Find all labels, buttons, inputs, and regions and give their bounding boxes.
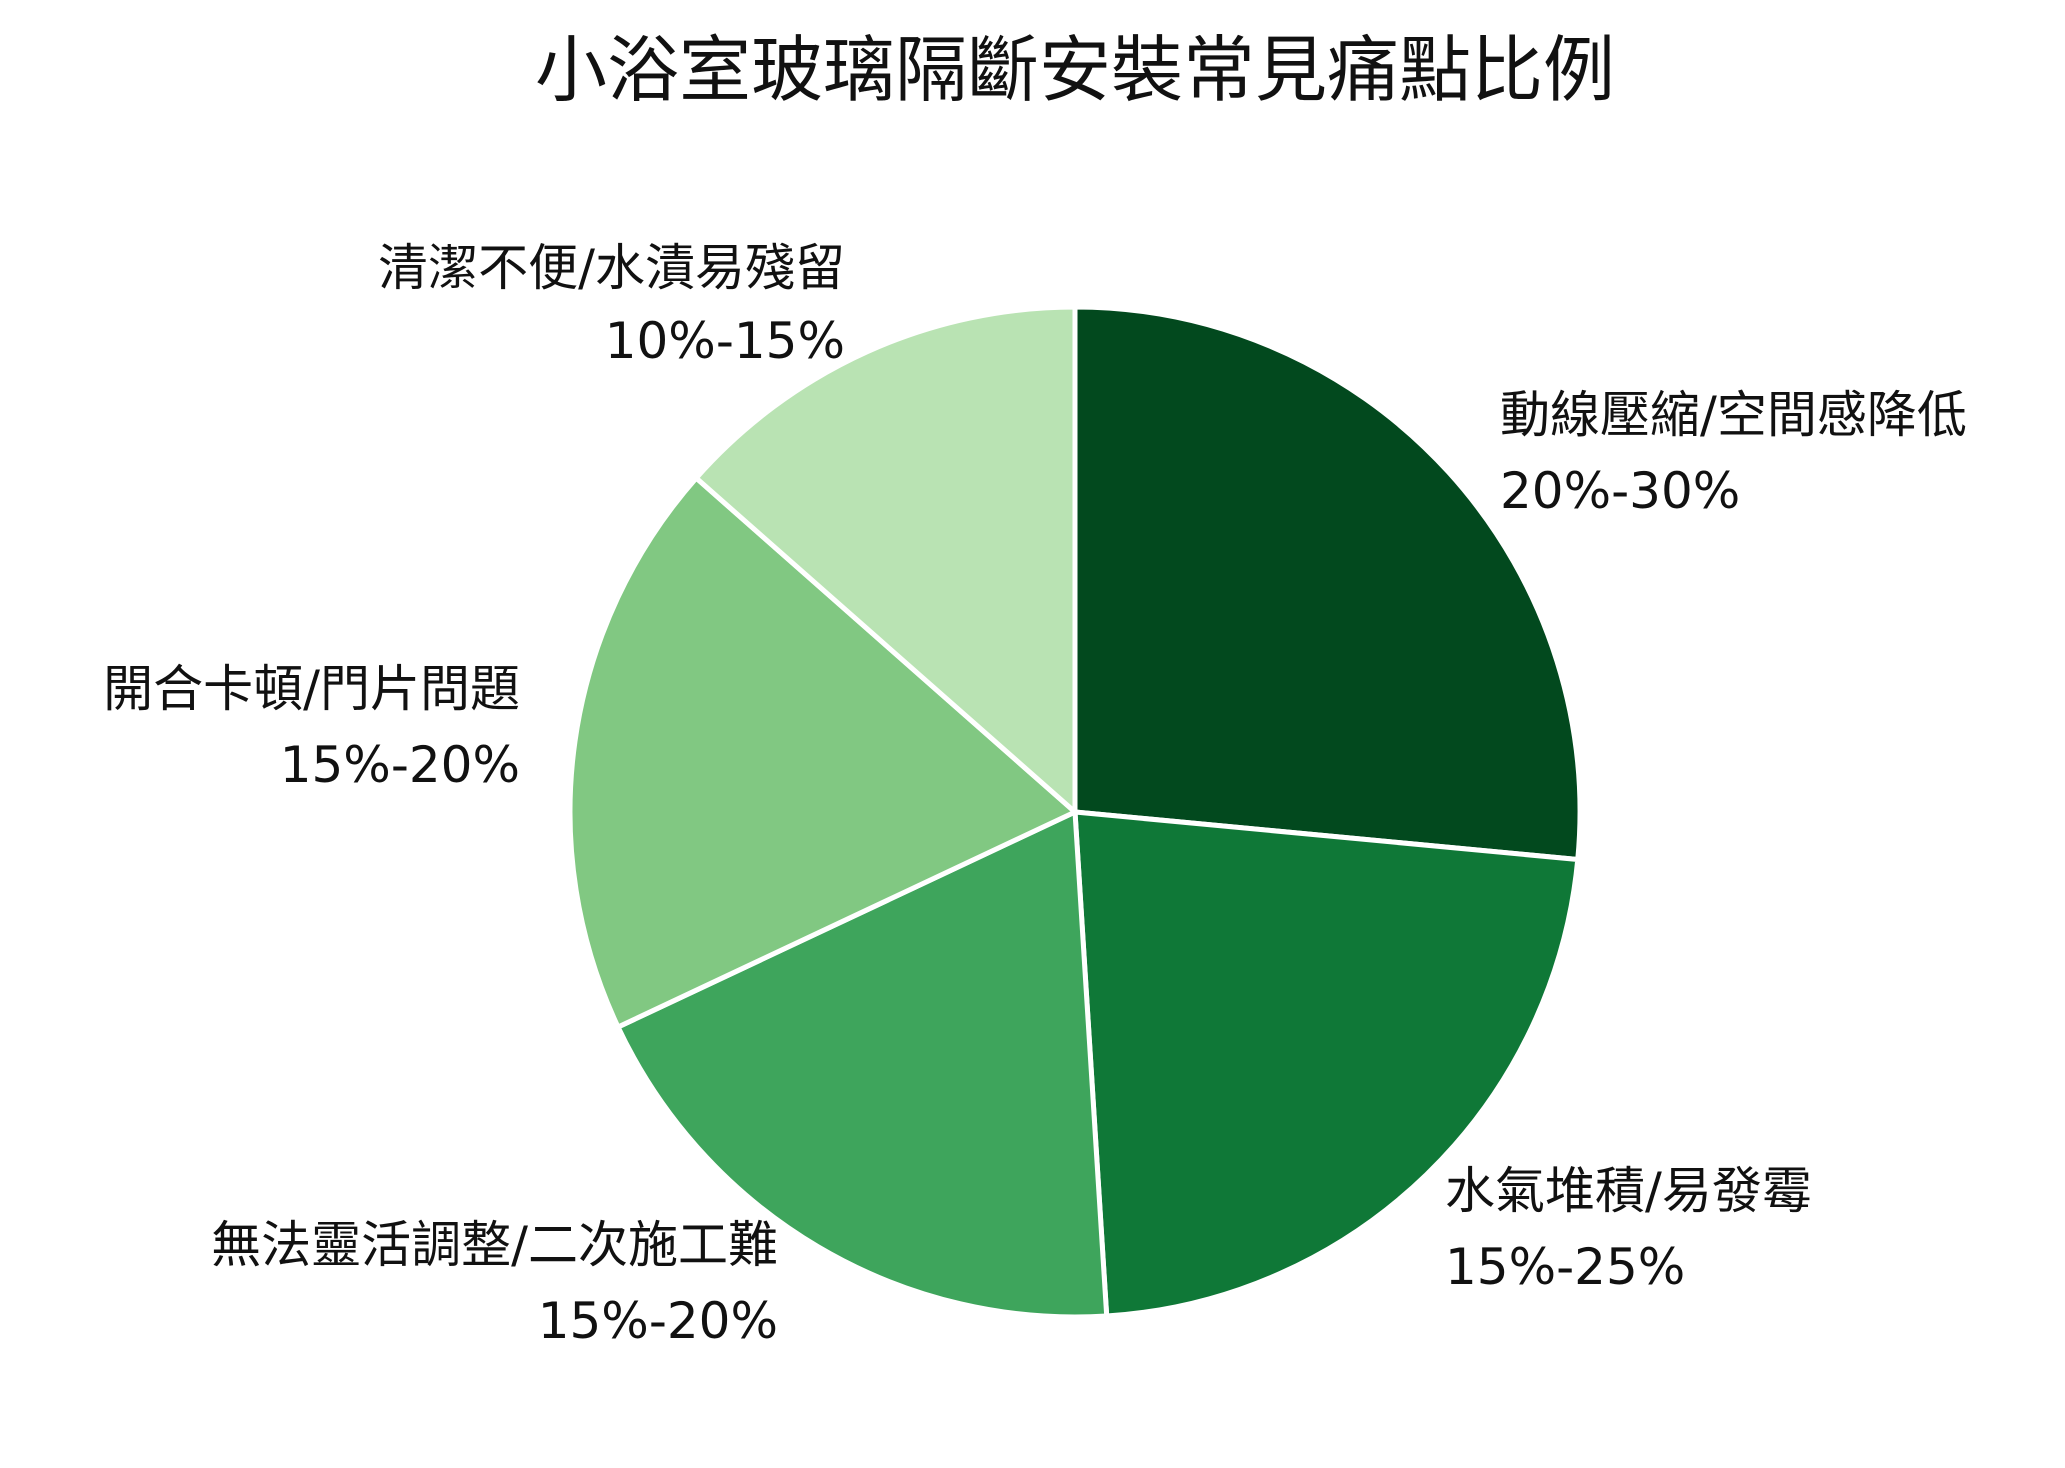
slice-label-group-2: 無法靈活調整/二次施工難 15%-20% — [211, 1216, 778, 1350]
slice-value-3: 15%-20% — [280, 736, 520, 794]
pie-slice-1 — [1072, 809, 1581, 1319]
slice-label-1: 水氣堆積/易發霉 — [1445, 1162, 1812, 1220]
pie-slice-2 — [614, 808, 1110, 1320]
slice-label-2: 無法靈活調整/二次施工難 — [211, 1216, 778, 1274]
slice-label-group-0: 動線壓縮/空間感降低 20%-30% — [1500, 386, 1967, 520]
chart-title: 小浴室玻璃隔斷安裝常見痛點比例 — [535, 28, 1615, 112]
slice-value-0: 20%-30% — [1500, 462, 1740, 520]
pie-slices — [567, 304, 1583, 1320]
slice-value-2: 15%-20% — [538, 1292, 778, 1350]
slice-label-group-1: 水氣堆積/易發霉 15%-25% — [1445, 1162, 1812, 1296]
slice-label-group-4: 清潔不便/水漬易殘留 10%-15% — [378, 239, 845, 370]
pie-slice-3 — [567, 474, 1080, 1031]
pie-slice-0 — [1072, 304, 1583, 863]
slice-label-3: 開合卡頓/門片問題 — [103, 660, 520, 718]
slice-label-group-3: 開合卡頓/門片問題 15%-20% — [103, 660, 520, 794]
slice-label-0: 動線壓縮/空間感降低 — [1500, 386, 1967, 444]
slice-value-4: 10%-15% — [605, 312, 845, 370]
pie-slice-4 — [692, 304, 1078, 818]
slice-label-4: 清潔不便/水漬易殘留 — [378, 239, 845, 297]
slice-value-1: 15%-25% — [1445, 1238, 1685, 1296]
